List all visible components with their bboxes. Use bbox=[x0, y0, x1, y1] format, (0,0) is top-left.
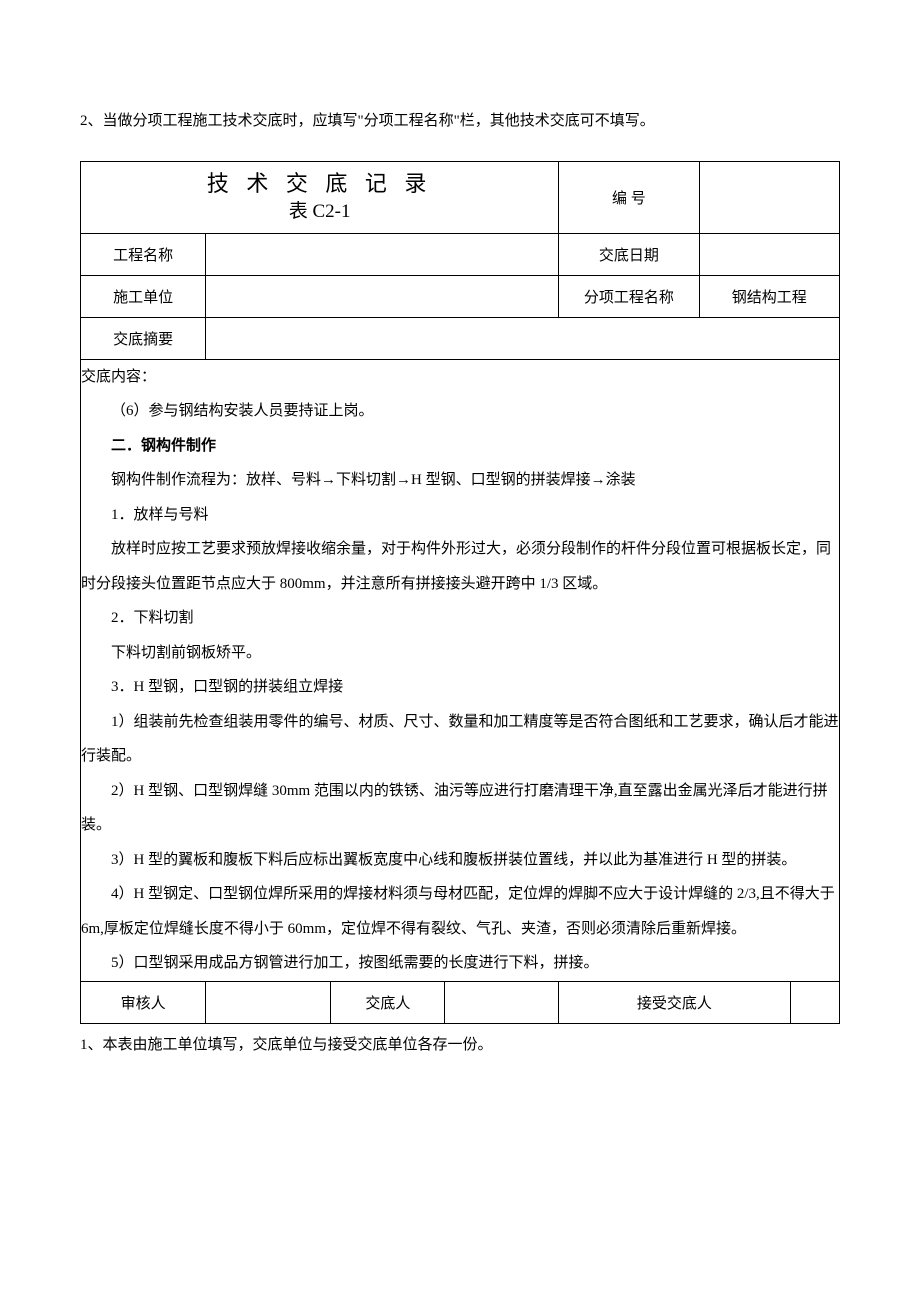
content-line: 5）口型钢采用成品方钢管进行加工，按图纸需要的长度进行下料，拼接。 bbox=[81, 946, 839, 981]
discloser-value bbox=[445, 981, 559, 1023]
content-line: 钢构件制作流程为：放样、号料→下料切割→H 型钢、口型钢的拼装焊接→涂装 bbox=[81, 463, 839, 498]
number-label: 编 号 bbox=[559, 161, 699, 233]
disclosure-table: 技 术 交 底 记 录 表 C2-1 编 号 工程名称 交底日期 施工单位 分项… bbox=[80, 161, 840, 1024]
unit-value bbox=[206, 275, 559, 317]
receiver-label: 接受交底人 bbox=[559, 981, 790, 1023]
summary-value bbox=[206, 317, 840, 359]
date-value bbox=[699, 233, 839, 275]
top-note: 2、当做分项工程施工技术交底时，应填写"分项工程名称"栏，其他技术交底可不填写。 bbox=[80, 110, 840, 133]
content-line: （6）参与钢结构安装人员要持证上岗。 bbox=[81, 394, 839, 429]
content-line: 4）H 型钢定、口型钢位焊所采用的焊接材料须与母材匹配，定位焊的焊脚不应大于设计… bbox=[81, 877, 839, 946]
content-line: 放样时应按工艺要求预放焊接收缩余量，对于构件外形过大，必须分段制作的杆件分段位置… bbox=[81, 532, 839, 601]
content-line: 2）H 型钢、口型钢焊缝 30mm 范围以内的铁锈、油污等应进行打磨清理干净,直… bbox=[81, 774, 839, 843]
project-name-value bbox=[206, 233, 559, 275]
content-section-title: 二．钢构件制作 bbox=[81, 429, 839, 464]
unit-label: 施工单位 bbox=[81, 275, 206, 317]
sub-project-value: 钢结构工程 bbox=[699, 275, 839, 317]
bottom-note: 1、本表由施工单位填写，交底单位与接受交底单位各存一份。 bbox=[80, 1034, 840, 1057]
content-line: 3．H 型钢，口型钢的拼装组立焊接 bbox=[81, 670, 839, 705]
content-heading: 交底内容： bbox=[81, 360, 839, 395]
reviewer-value bbox=[206, 981, 331, 1023]
content-line: 3）H 型的翼板和腹板下料后应标出翼板宽度中心线和腹板拼装位置线，并以此为基准进… bbox=[81, 843, 839, 878]
summary-label: 交底摘要 bbox=[81, 317, 206, 359]
reviewer-label: 审核人 bbox=[81, 981, 206, 1023]
content-line: 2．下料切割 bbox=[81, 601, 839, 636]
content-line: 下料切割前钢板矫平。 bbox=[81, 636, 839, 671]
project-name-label: 工程名称 bbox=[81, 233, 206, 275]
title-sub: 表 C2-1 bbox=[81, 200, 558, 225]
content-line: 1．放样与号料 bbox=[81, 498, 839, 533]
content-cell: 交底内容： （6）参与钢结构安装人员要持证上岗。 二．钢构件制作 钢构件制作流程… bbox=[81, 359, 840, 981]
date-label: 交底日期 bbox=[559, 233, 699, 275]
title-main: 技 术 交 底 记 录 bbox=[81, 169, 558, 200]
sub-project-label: 分项工程名称 bbox=[559, 275, 699, 317]
discloser-label: 交底人 bbox=[331, 981, 445, 1023]
content-line: 1）组装前先检查组装用零件的编号、材质、尺寸、数量和加工精度等是否符合图纸和工艺… bbox=[81, 705, 839, 774]
receiver-value bbox=[790, 981, 839, 1023]
title-cell: 技 术 交 底 记 录 表 C2-1 bbox=[81, 161, 559, 233]
number-value bbox=[699, 161, 839, 233]
